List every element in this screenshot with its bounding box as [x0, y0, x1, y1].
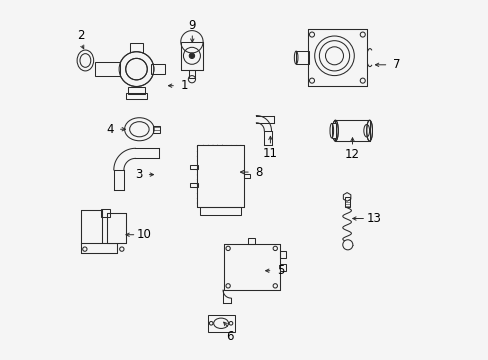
Bar	[107, 213, 125, 243]
Bar	[190, 183, 197, 187]
Bar	[244, 174, 250, 178]
Text: 5: 5	[276, 264, 284, 277]
Bar	[247, 238, 255, 244]
Circle shape	[119, 52, 154, 86]
Bar	[331, 123, 335, 138]
Bar	[279, 251, 285, 258]
Text: 1: 1	[180, 79, 187, 92]
Text: 13: 13	[366, 212, 381, 225]
Bar	[101, 209, 110, 217]
Text: 3: 3	[135, 168, 142, 181]
Bar	[224, 244, 279, 290]
Circle shape	[342, 240, 352, 250]
Bar	[296, 51, 308, 64]
Ellipse shape	[332, 120, 338, 141]
Bar	[128, 87, 144, 94]
Bar	[153, 126, 159, 133]
Text: 12: 12	[345, 148, 359, 161]
Bar	[335, 120, 369, 141]
Bar	[200, 207, 241, 215]
Polygon shape	[343, 193, 350, 201]
Bar	[81, 210, 102, 244]
Text: 11: 11	[263, 147, 277, 160]
Text: 6: 6	[225, 330, 233, 343]
Bar	[279, 264, 285, 271]
Bar	[189, 70, 194, 78]
Ellipse shape	[366, 120, 372, 141]
Bar	[344, 197, 349, 207]
Bar	[181, 42, 203, 70]
Circle shape	[314, 36, 354, 76]
Bar	[81, 243, 117, 253]
Bar	[197, 145, 244, 207]
Circle shape	[181, 31, 203, 53]
Text: 2: 2	[77, 29, 84, 42]
Bar	[125, 93, 147, 99]
Bar	[224, 244, 279, 290]
Bar	[151, 64, 164, 74]
Bar	[181, 42, 203, 70]
Text: 8: 8	[255, 166, 262, 179]
Bar	[307, 29, 366, 86]
Bar	[107, 213, 125, 243]
Bar	[197, 145, 244, 207]
Text: 9: 9	[188, 19, 196, 32]
Bar	[81, 210, 102, 244]
Text: 10: 10	[137, 228, 152, 241]
Bar	[190, 165, 197, 169]
Text: 4: 4	[106, 123, 113, 136]
Bar	[81, 243, 117, 253]
Bar	[95, 63, 120, 76]
Text: 7: 7	[392, 58, 399, 71]
Bar	[207, 315, 234, 332]
Bar	[307, 29, 366, 86]
Bar	[335, 120, 369, 141]
Circle shape	[189, 53, 194, 58]
Bar	[130, 42, 142, 61]
